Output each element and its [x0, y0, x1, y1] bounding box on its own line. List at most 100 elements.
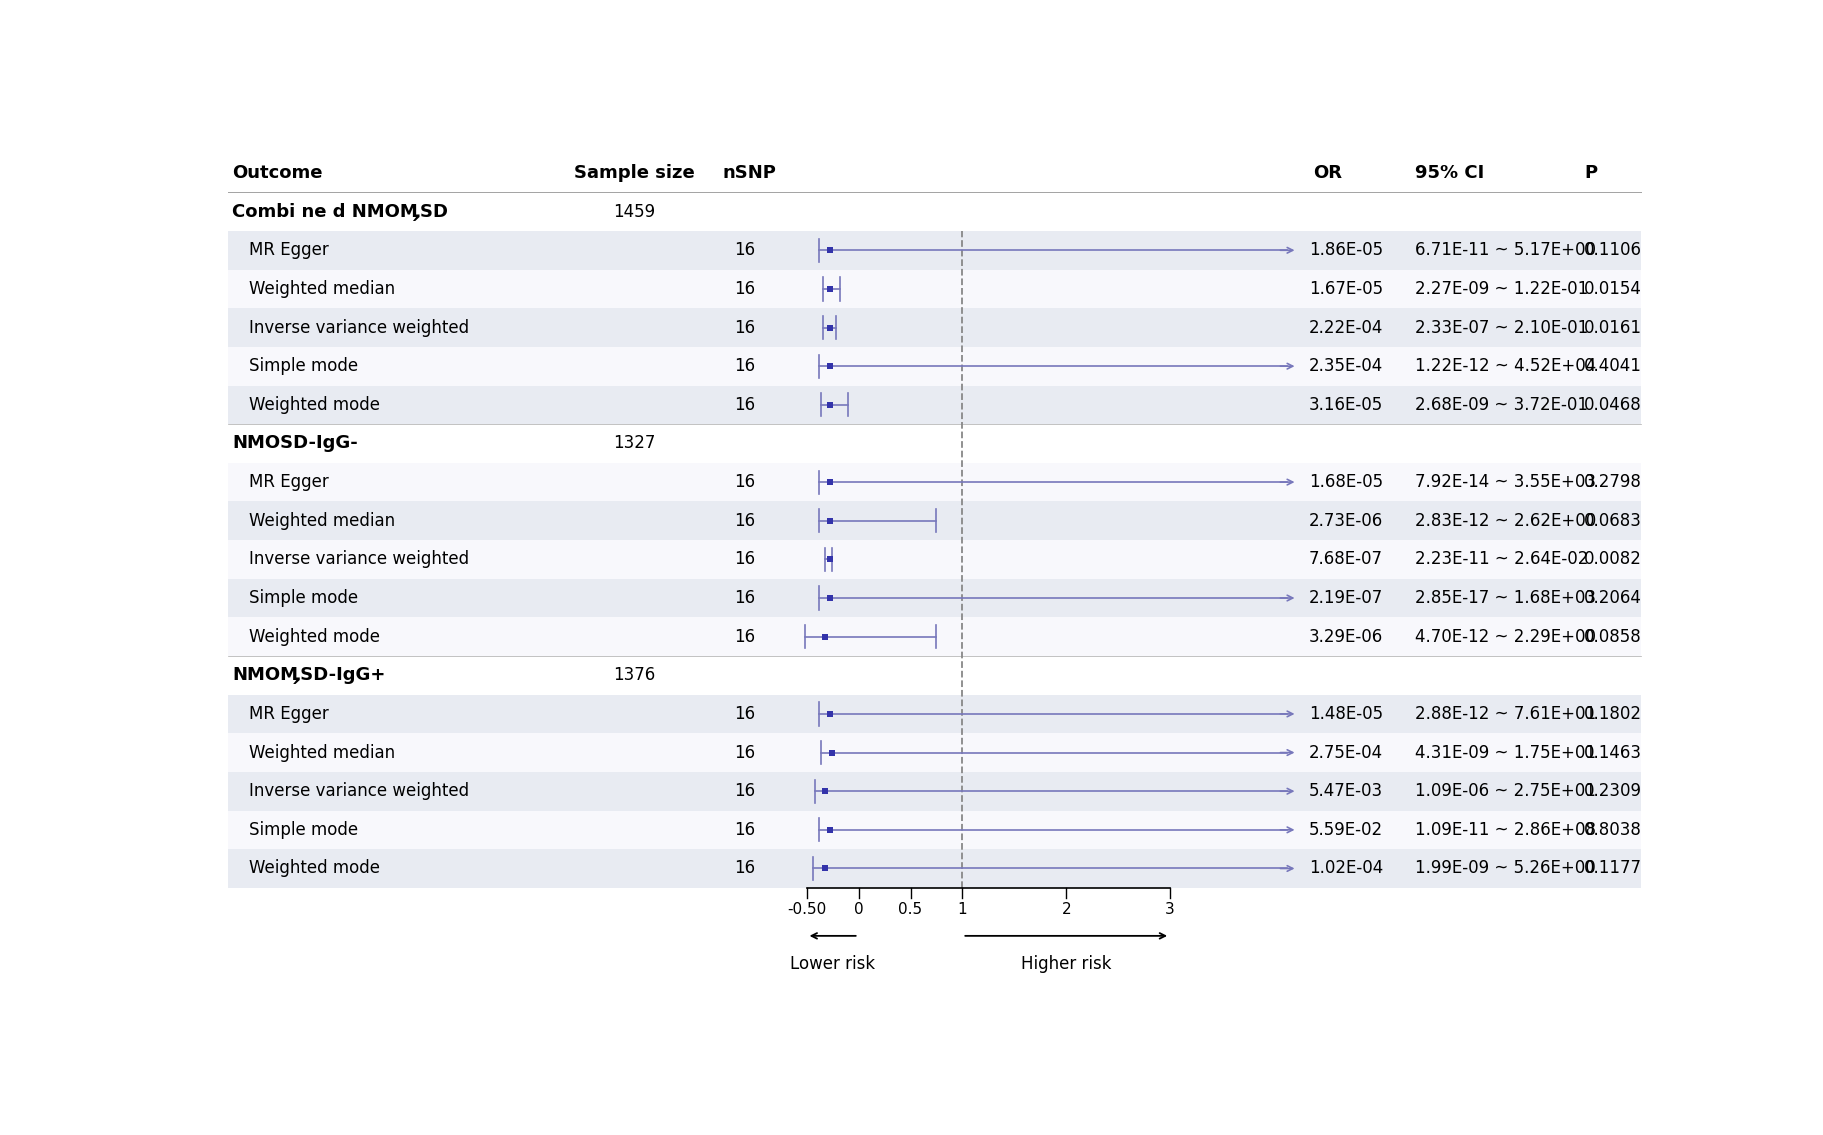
Text: 16: 16: [733, 242, 755, 259]
Text: 0.2064: 0.2064: [1584, 589, 1643, 607]
Text: 2.19E-07: 2.19E-07: [1309, 589, 1384, 607]
Text: nSNP: nSNP: [722, 163, 777, 182]
Text: 16: 16: [733, 821, 755, 839]
Text: 1: 1: [957, 902, 968, 917]
Text: 16: 16: [733, 473, 755, 491]
Text: Simple mode: Simple mode: [250, 358, 357, 376]
Text: 2: 2: [1061, 902, 1070, 917]
Text: 16: 16: [733, 512, 755, 530]
Text: 0.0161: 0.0161: [1584, 319, 1643, 337]
Text: 16: 16: [733, 589, 755, 607]
Text: 2.35E-04: 2.35E-04: [1309, 358, 1384, 376]
Text: 0.1106: 0.1106: [1584, 242, 1643, 259]
Text: 2.27E-09 ~ 1.22E-01: 2.27E-09 ~ 1.22E-01: [1415, 280, 1588, 297]
FancyBboxPatch shape: [228, 695, 1641, 733]
Text: 0.2309: 0.2309: [1584, 782, 1643, 800]
Text: Inverse variance weighted: Inverse variance weighted: [250, 319, 469, 337]
Text: 2.33E-07 ~ 2.10E-01: 2.33E-07 ~ 2.10E-01: [1415, 319, 1588, 337]
Text: 1.22E-12 ~ 4.52E+04: 1.22E-12 ~ 4.52E+04: [1415, 358, 1595, 376]
Text: Weighted median: Weighted median: [250, 743, 396, 762]
Text: Lower risk: Lower risk: [789, 955, 875, 973]
Text: 2.88E-12 ~ 7.61E+01: 2.88E-12 ~ 7.61E+01: [1415, 705, 1595, 723]
FancyBboxPatch shape: [228, 230, 1641, 270]
Text: 1.68E-05: 1.68E-05: [1309, 473, 1384, 491]
Text: 2.22E-04: 2.22E-04: [1309, 319, 1384, 337]
Text: 2.73E-06: 2.73E-06: [1309, 512, 1384, 530]
Text: 0.0683: 0.0683: [1584, 512, 1643, 530]
Text: 7.68E-07: 7.68E-07: [1309, 550, 1382, 569]
Text: Inverse variance weighted: Inverse variance weighted: [250, 550, 469, 569]
Text: 3.29E-06: 3.29E-06: [1309, 628, 1384, 646]
FancyBboxPatch shape: [228, 347, 1641, 386]
Text: 0.0154: 0.0154: [1584, 280, 1643, 297]
Text: 0.2798: 0.2798: [1584, 473, 1643, 491]
FancyBboxPatch shape: [228, 772, 1641, 810]
Text: 4.70E-12 ~ 2.29E+00: 4.70E-12 ~ 2.29E+00: [1415, 628, 1595, 646]
Text: 1.67E-05: 1.67E-05: [1309, 280, 1384, 297]
Text: 1.09E-06 ~ 2.75E+01: 1.09E-06 ~ 2.75E+01: [1415, 782, 1595, 800]
FancyBboxPatch shape: [228, 424, 1641, 463]
FancyBboxPatch shape: [228, 463, 1641, 502]
Text: Simple mode: Simple mode: [250, 589, 357, 607]
FancyBboxPatch shape: [228, 153, 1641, 192]
Text: 0.1802: 0.1802: [1584, 705, 1643, 723]
Text: 16: 16: [733, 358, 755, 376]
Text: 2.23E-11 ~ 2.64E-02: 2.23E-11 ~ 2.64E-02: [1415, 550, 1588, 569]
Text: OR: OR: [1313, 163, 1342, 182]
Text: -0.50: -0.50: [788, 902, 826, 917]
FancyBboxPatch shape: [228, 849, 1641, 888]
FancyBboxPatch shape: [228, 579, 1641, 617]
Text: Simple mode: Simple mode: [250, 821, 357, 839]
Text: Weighted mode: Weighted mode: [250, 396, 379, 414]
FancyBboxPatch shape: [228, 617, 1641, 656]
Text: 16: 16: [733, 859, 755, 877]
Text: 0.0468: 0.0468: [1584, 396, 1643, 414]
Text: 1.99E-09 ~ 5.26E+00: 1.99E-09 ~ 5.26E+00: [1415, 859, 1595, 877]
Text: 3: 3: [1165, 902, 1174, 917]
Text: 0.0082: 0.0082: [1584, 550, 1643, 569]
Text: 2.83E-12 ~ 2.62E+00: 2.83E-12 ~ 2.62E+00: [1415, 512, 1595, 530]
Text: P: P: [1584, 163, 1597, 182]
Text: 16: 16: [733, 319, 755, 337]
Text: Sample size: Sample size: [574, 163, 695, 182]
Text: 95% CI: 95% CI: [1415, 163, 1484, 182]
Text: 5.59E-02: 5.59E-02: [1309, 821, 1384, 839]
Text: NMOSD-IgG-: NMOSD-IgG-: [232, 435, 357, 453]
FancyBboxPatch shape: [228, 270, 1641, 309]
FancyBboxPatch shape: [228, 502, 1641, 540]
Text: Combi ne d NMOӍSD: Combi ne d NMOӍSD: [232, 203, 448, 220]
Text: 0: 0: [853, 902, 864, 917]
Text: Weighted mode: Weighted mode: [250, 628, 379, 646]
Text: Outcome: Outcome: [232, 163, 323, 182]
FancyBboxPatch shape: [228, 192, 1641, 230]
FancyBboxPatch shape: [228, 733, 1641, 772]
Text: MR Egger: MR Egger: [250, 242, 328, 259]
Text: MR Egger: MR Egger: [250, 473, 328, 491]
Text: 16: 16: [733, 280, 755, 297]
Text: Weighted median: Weighted median: [250, 280, 396, 297]
Text: 2.75E-04: 2.75E-04: [1309, 743, 1384, 762]
Text: Weighted median: Weighted median: [250, 512, 396, 530]
Text: 0.1463: 0.1463: [1584, 743, 1643, 762]
Text: 1376: 1376: [614, 666, 656, 684]
Text: 1459: 1459: [614, 203, 656, 220]
Text: 6.71E-11 ~ 5.17E+00: 6.71E-11 ~ 5.17E+00: [1415, 242, 1595, 259]
Text: 0.1177: 0.1177: [1584, 859, 1643, 877]
Text: 1.48E-05: 1.48E-05: [1309, 705, 1384, 723]
Text: 0.5: 0.5: [899, 902, 922, 917]
Text: 1327: 1327: [614, 435, 656, 453]
FancyBboxPatch shape: [228, 309, 1641, 347]
Text: 0.4041: 0.4041: [1584, 358, 1643, 376]
FancyBboxPatch shape: [228, 386, 1641, 424]
FancyBboxPatch shape: [228, 656, 1641, 695]
Text: 4.31E-09 ~ 1.75E+01: 4.31E-09 ~ 1.75E+01: [1415, 743, 1595, 762]
Text: 16: 16: [733, 396, 755, 414]
Text: 16: 16: [733, 550, 755, 569]
Text: 3.16E-05: 3.16E-05: [1309, 396, 1384, 414]
FancyBboxPatch shape: [228, 540, 1641, 579]
Text: 0.8038: 0.8038: [1584, 821, 1643, 839]
Text: 2.85E-17 ~ 1.68E+03: 2.85E-17 ~ 1.68E+03: [1415, 589, 1595, 607]
Text: Higher risk: Higher risk: [1021, 955, 1112, 973]
Text: 7.92E-14 ~ 3.55E+03: 7.92E-14 ~ 3.55E+03: [1415, 473, 1595, 491]
Text: 16: 16: [733, 628, 755, 646]
